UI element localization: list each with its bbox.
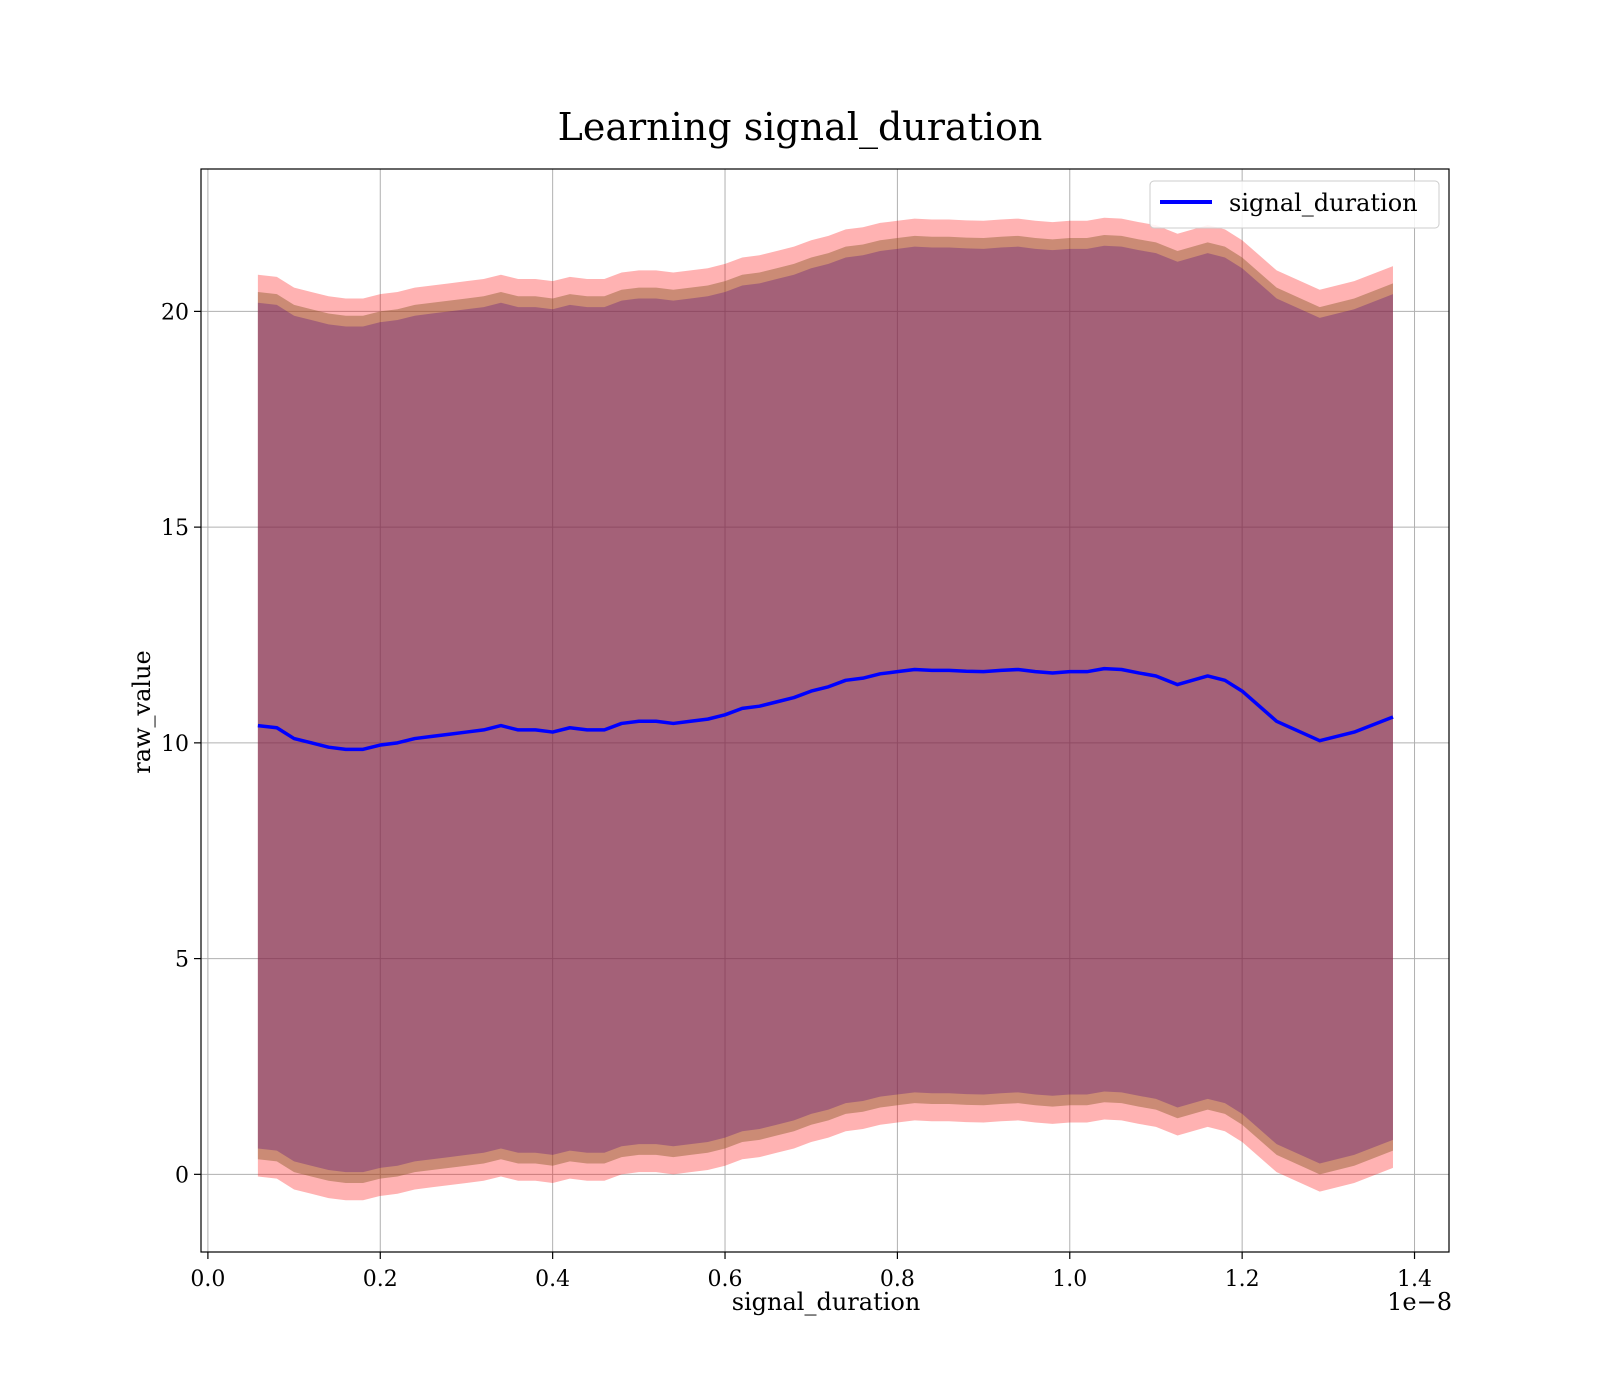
x-tick-label: 0.0: [190, 1267, 225, 1292]
x-tick-label: 0.4: [535, 1267, 570, 1292]
legend-label: signal_duration: [1229, 189, 1418, 217]
band-outer: [257, 217, 1393, 1201]
series-line: [257, 666, 1394, 752]
grid-lines: [201, 169, 1449, 1252]
legend-box: [1149, 180, 1440, 229]
y-tick-label: 5: [175, 948, 189, 973]
y-tick-label: 20: [161, 300, 189, 325]
x-tick-label: 1.0: [1052, 1267, 1087, 1292]
y-tick-label: 10: [161, 732, 189, 757]
x-tick-label: 1.2: [1225, 1267, 1260, 1292]
x-axis-label: signal_duration: [732, 1288, 921, 1316]
x-tick-label: 0.6: [708, 1267, 743, 1292]
y-axis-ticks: 0 5 10 15 20: [161, 300, 201, 1188]
confidence-bands: [257, 217, 1393, 1201]
chart-title: Learning signal_duration: [558, 105, 1043, 150]
x-tick-label: 0.8: [880, 1267, 915, 1292]
plot-frame: [200, 168, 1450, 1253]
x-axis-ticks: 0.0 0.2 0.4 0.6 0.8 1.0 1.2 1.4: [190, 1252, 1432, 1292]
x-tick-label: 1.4: [1397, 1267, 1432, 1292]
series-lines: [257, 666, 1394, 752]
band-middle: [257, 235, 1393, 1183]
legend: signal_duration: [1149, 180, 1440, 229]
y-axis-label: raw_value: [128, 650, 156, 774]
x-tick-label: 0.2: [363, 1267, 398, 1292]
x-axis-offset-label: 1e−8: [1387, 1288, 1452, 1316]
y-tick-label: 15: [161, 516, 189, 541]
y-tick-label: 0: [175, 1163, 189, 1188]
band-inner: [257, 245, 1393, 1173]
